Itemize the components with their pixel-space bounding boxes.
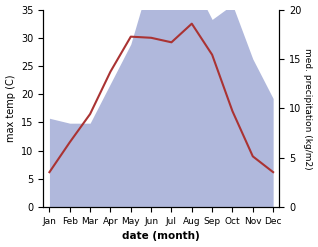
X-axis label: date (month): date (month)	[122, 231, 200, 242]
Y-axis label: med. precipitation (kg/m2): med. precipitation (kg/m2)	[303, 48, 313, 169]
Y-axis label: max temp (C): max temp (C)	[5, 75, 16, 142]
